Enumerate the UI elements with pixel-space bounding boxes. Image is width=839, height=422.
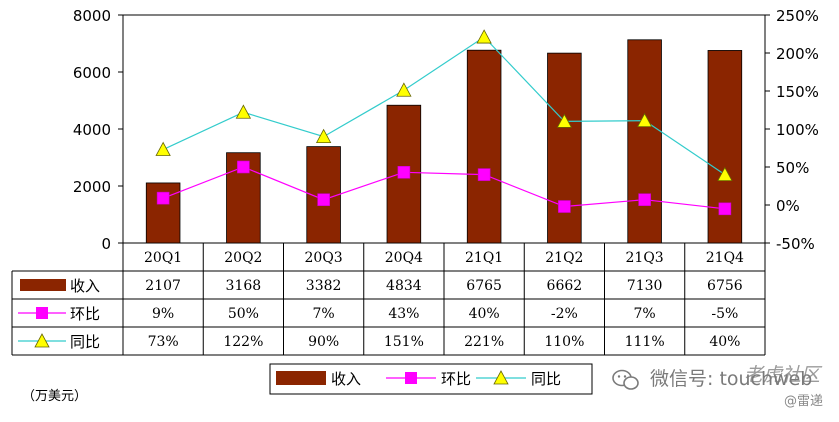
yoy-point bbox=[556, 113, 573, 128]
table-cell: 50% bbox=[228, 306, 259, 322]
watermark: 微信号: touchweb 老虎社区 @雷递 bbox=[612, 364, 823, 409]
category-label: 21Q4 bbox=[706, 250, 744, 266]
unit-label: （万美元） bbox=[22, 389, 87, 404]
yoy-line bbox=[162, 36, 726, 176]
legend-qoq-marker bbox=[405, 372, 417, 384]
yoy-key bbox=[34, 333, 50, 348]
legend: 收入 环比 同比 bbox=[269, 363, 593, 395]
table-cell: 3382 bbox=[306, 278, 342, 294]
yoy-point bbox=[155, 141, 171, 156]
yoy-point bbox=[717, 166, 733, 182]
table-cell: 40% bbox=[469, 306, 500, 322]
right-axis: -50% 0% 50% 100% 150% 200% 250% bbox=[765, 7, 819, 253]
revenue-bar bbox=[627, 39, 662, 244]
left-tick-label: 8000 bbox=[73, 7, 111, 25]
left-tick-label: 4000 bbox=[73, 121, 111, 139]
table-cell: 6765 bbox=[466, 278, 502, 294]
source-mark: @雷递 bbox=[784, 394, 823, 409]
yoy-point bbox=[396, 82, 412, 97]
category-label: 20Q1 bbox=[144, 250, 182, 266]
table-cell: 7% bbox=[634, 306, 656, 322]
lines bbox=[155, 29, 733, 216]
table-cell: 7% bbox=[313, 306, 335, 322]
right-tick-label: 150% bbox=[776, 83, 819, 101]
right-tick-label: 250% bbox=[776, 7, 819, 25]
right-tick-label: 0% bbox=[776, 197, 800, 215]
table-cell: 43% bbox=[388, 306, 419, 322]
table-cell: -2% bbox=[551, 306, 578, 322]
left-axis: 0 2000 4000 6000 8000 bbox=[73, 7, 123, 253]
yoy-point bbox=[476, 29, 492, 44]
left-tick-label: 2000 bbox=[73, 178, 111, 196]
table-cell: 151% bbox=[384, 334, 424, 350]
table-cell: 73% bbox=[148, 334, 179, 350]
table-cell: 4834 bbox=[386, 278, 422, 294]
row-label: 收入 bbox=[70, 277, 100, 295]
plot-area bbox=[122, 14, 766, 244]
left-tick-label: 6000 bbox=[73, 64, 111, 82]
brand-mark: 老虎社区 bbox=[744, 364, 823, 386]
table-cell: 6662 bbox=[547, 278, 583, 294]
qoq-point bbox=[718, 202, 732, 216]
yoy-point bbox=[315, 128, 332, 144]
legend-label: 收入 bbox=[331, 370, 361, 388]
revenue-bar bbox=[547, 52, 582, 244]
qoq-point bbox=[558, 200, 571, 213]
table-cell: 110% bbox=[544, 334, 584, 350]
yoy-point bbox=[636, 112, 653, 128]
qoq-point bbox=[156, 191, 170, 205]
left-tick-label: 0 bbox=[101, 235, 111, 253]
table-cell: 7130 bbox=[627, 278, 663, 294]
right-tick-label: -50% bbox=[776, 235, 815, 253]
qoq-point bbox=[237, 160, 250, 174]
qoq-point bbox=[638, 193, 651, 206]
qoq-point bbox=[477, 168, 491, 181]
category-label: 21Q1 bbox=[465, 250, 503, 266]
legend-label: 环比 bbox=[441, 370, 471, 388]
wechat-icon bbox=[612, 369, 639, 390]
yoy-point bbox=[235, 104, 252, 119]
category-label: 20Q2 bbox=[224, 250, 262, 266]
category-label: 20Q4 bbox=[385, 250, 423, 266]
revenue-bar bbox=[466, 49, 502, 244]
qoq-point bbox=[397, 166, 411, 179]
table-cell: -5% bbox=[711, 306, 738, 322]
table-cell: 6756 bbox=[707, 278, 743, 294]
table-cell: 40% bbox=[709, 334, 740, 350]
legend-label: 同比 bbox=[531, 370, 561, 388]
revenue-key bbox=[20, 279, 66, 291]
qoq-key bbox=[36, 307, 48, 319]
category-label: 20Q3 bbox=[305, 250, 343, 266]
right-tick-label: 200% bbox=[776, 45, 819, 63]
qoq-line bbox=[162, 166, 725, 210]
right-tick-label: 50% bbox=[776, 159, 809, 177]
legend-yoy-marker bbox=[493, 370, 509, 385]
table-cell: 90% bbox=[308, 334, 339, 350]
category-label: 21Q3 bbox=[626, 250, 664, 266]
table-cell: 111% bbox=[625, 334, 665, 350]
legend-revenue-key bbox=[276, 371, 326, 385]
category-label: 21Q2 bbox=[545, 250, 583, 266]
table-cell: 122% bbox=[223, 334, 263, 350]
row-label: 同比 bbox=[70, 333, 100, 351]
wechat-id: 微信号: touchweb bbox=[650, 368, 812, 390]
table-cell: 221% bbox=[464, 334, 504, 350]
table-cell: 9% bbox=[152, 306, 174, 322]
table-cell: 3168 bbox=[226, 278, 262, 294]
table-cell: 2107 bbox=[145, 278, 181, 294]
qoq-point bbox=[317, 193, 330, 206]
data-table: 20Q1 20Q2 20Q3 20Q4 21Q1 21Q2 21Q3 21Q4 收入 2107 31… bbox=[11, 243, 766, 356]
right-tick-label: 100% bbox=[776, 121, 819, 139]
row-label: 环比 bbox=[70, 305, 100, 323]
